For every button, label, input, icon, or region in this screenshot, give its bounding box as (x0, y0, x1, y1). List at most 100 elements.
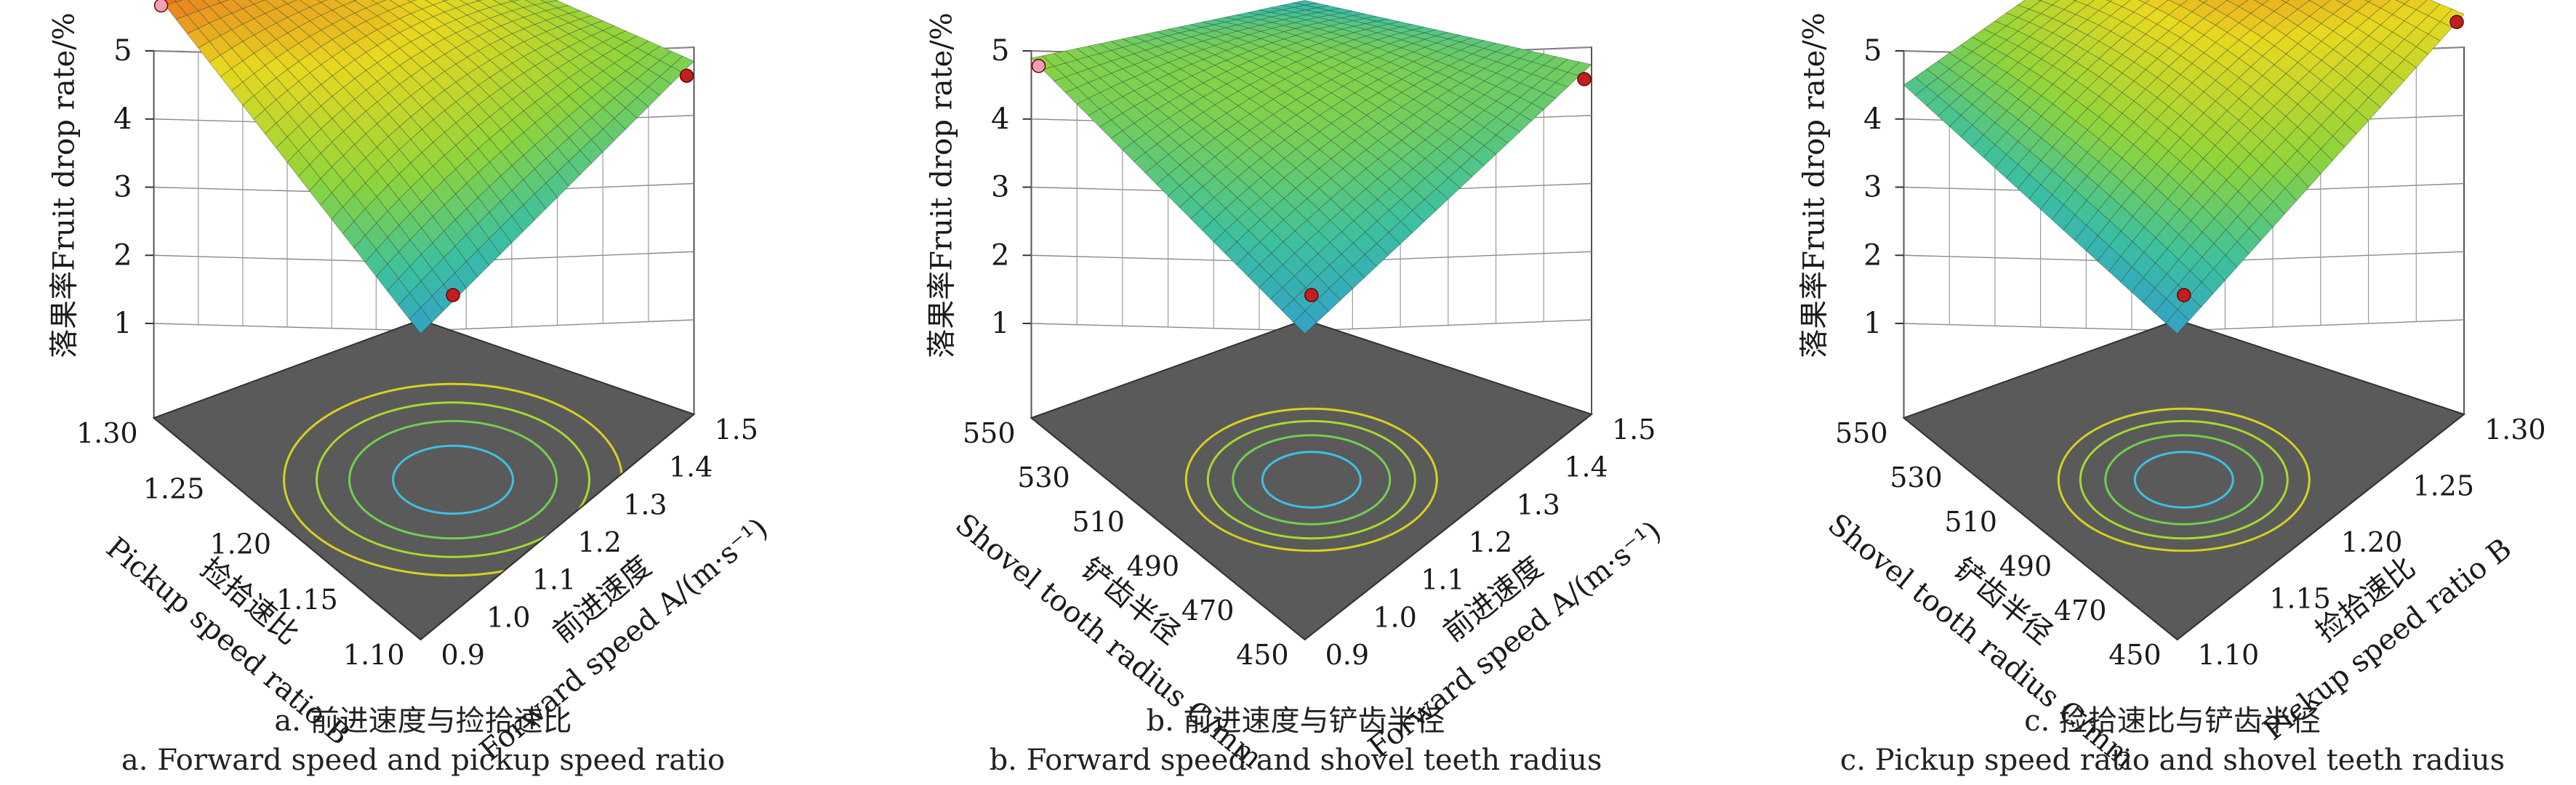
contour-line (2133, 451, 2234, 509)
surface-facet (2335, 0, 2352, 5)
design-point (1304, 288, 1319, 302)
z-tick-label: 1 (113, 307, 132, 340)
z-tick-label: 4 (991, 102, 1009, 136)
left-axis-tick-label: 490 (1999, 550, 2053, 582)
z-tick-label: 3 (991, 171, 1009, 204)
right-axis-tick-label: 1.1 (1421, 564, 1464, 596)
caption-a-en: a. Forward speed and pickup speed ratio (121, 744, 726, 777)
z-axis-title: 落果率Fruit drop rate/% (48, 12, 81, 358)
surface-facet (174, 0, 184, 3)
caption-a-cn: a. 前进速度与捡拾速比 (274, 704, 572, 738)
caption-b-cn: b. 前进速度与铲齿半径 (1146, 704, 1445, 738)
surface-facet (248, 0, 266, 5)
surface-facet (2106, 0, 2113, 2)
left-axis-tick-label: 450 (2108, 639, 2162, 671)
contour-line (1261, 451, 1362, 509)
contour-line (2079, 419, 2289, 540)
right-axis-tick-label: 1.2 (578, 526, 622, 558)
contour-line (2057, 407, 2311, 552)
contour-line (1232, 434, 1392, 526)
surface-facet (2226, 0, 2249, 7)
right-axis-tick-label: 1.0 (486, 601, 530, 633)
surface-facet (2308, 0, 2311, 1)
left-axis-tick-label: 1.25 (143, 472, 205, 504)
left-axis-line (153, 417, 422, 640)
left-axis-tick-label: 1.15 (276, 584, 338, 616)
right-axis-tick-label: 1.1 (532, 564, 576, 596)
design-point (2177, 288, 2191, 302)
right-axis-tick-label: 1.20 (2341, 526, 2403, 558)
left-axis-tick-label: 1.10 (343, 639, 405, 671)
right-axis-line (2176, 414, 2465, 640)
surface-facet (2037, 0, 2042, 1)
caption-c-en: c. Pickup speed ratio and shovel teeth r… (1839, 744, 2505, 777)
left-axis-tick-label: 550 (1835, 417, 1888, 449)
surface-facet (2404, 0, 2428, 10)
left-axis-tick-label: 550 (963, 417, 1016, 449)
contour-line (392, 444, 515, 515)
design-point (679, 68, 694, 83)
surface-facet (508, 0, 521, 2)
right-axis-tick-label: 0.9 (1325, 639, 1369, 671)
surface-facet (2253, 0, 2269, 5)
contour-line (316, 401, 591, 558)
z-tick-label: 2 (991, 238, 1009, 272)
z-tick-label: 5 (1863, 34, 1882, 68)
contour-line (2104, 434, 2264, 526)
surface-facet (316, 0, 329, 3)
surface-facet (353, 0, 358, 1)
design-point (446, 288, 460, 302)
z-tick-label: 5 (991, 34, 1009, 68)
surface-facet (281, 0, 298, 4)
z-tick-label: 2 (1863, 238, 1882, 272)
z-axis-title: 落果率Fruit drop rate/% (926, 12, 959, 358)
caption-c-cn: c. 捡拾速比与铲齿半径 (2024, 704, 2321, 738)
design-point (1031, 59, 1046, 73)
left-axis-tick-label: 530 (1017, 462, 1070, 494)
surface-facet (442, 0, 449, 1)
z-tick-label: 3 (1863, 171, 1882, 204)
right-axis-tick-label: 1.10 (2198, 639, 2260, 671)
right-axis-tick-label: 1.30 (2484, 414, 2546, 446)
right-axis-line (1304, 414, 1592, 640)
surface-facet (406, 0, 417, 3)
surface-facet (2197, 0, 2208, 4)
surface-facet (2308, 0, 2332, 8)
right-axis-tick-label: 1.3 (1517, 488, 1560, 520)
left-axis-line (1903, 417, 2178, 640)
right-axis-tick-label: 1.15 (2269, 583, 2331, 615)
right-axis-tick-label: 1.5 (715, 414, 758, 446)
z-tick-label: 3 (113, 171, 132, 204)
z-tick-label: 5 (113, 34, 132, 68)
surface-facet (2368, 0, 2391, 9)
left-axis-tick-label: 510 (1072, 506, 1125, 538)
design-point (1577, 72, 1592, 86)
right-axis-tick-label: 1.4 (1564, 451, 1608, 483)
surface-facet (1567, 61, 1592, 76)
response-surface (160, 0, 695, 334)
surface-facet (371, 0, 388, 4)
surface-facet (2138, 0, 2150, 4)
response-surface (1030, 0, 1592, 334)
design-point (153, 0, 169, 13)
chart-panel-b: 1 2 3 4 5 落果率Fruit drop rate/% 0.91.01.11.21.3… (926, 0, 1668, 776)
design-point (2449, 15, 2464, 29)
surface-facet (476, 0, 483, 1)
surface-facet (2144, 0, 2169, 9)
z-tick-label: 4 (1863, 102, 1882, 136)
right-axis-tick-label: 1.0 (1373, 601, 1416, 633)
right-axis-tick-label: 1.4 (669, 451, 713, 483)
contour-line (348, 419, 558, 540)
right-axis-line (420, 414, 695, 640)
z-axis-title: 落果率Fruit drop rate/% (1798, 12, 1831, 358)
left-axis-tick-label: 470 (1181, 595, 1235, 627)
surface-facet (2040, 0, 2060, 6)
left-axis-tick-label: 1.20 (209, 528, 271, 560)
left-axis-tick-label: 530 (1890, 462, 1943, 494)
surface-facet (2168, 0, 2188, 7)
chart-panel-c: 1 2 3 4 5 落果率Fruit drop rate/% 1.10 1.15 1.20 1.2… (1798, 0, 2546, 776)
right-axis-tick-label: 1.2 (1469, 526, 1512, 558)
surface-facet (2364, 0, 2372, 3)
